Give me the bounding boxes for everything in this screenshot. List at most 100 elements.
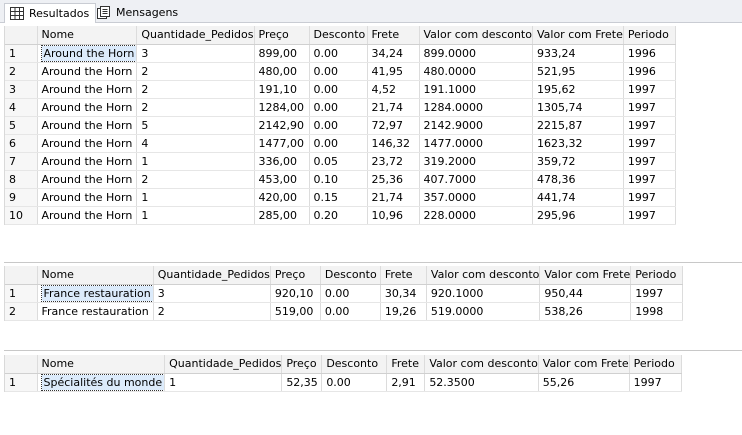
grid-cell[interactable]: 453,00 [254,170,310,189]
tab-mensagens[interactable]: Mensagens [92,3,184,22]
grid-cell[interactable]: 1997 [629,373,682,392]
grid-cell[interactable]: 519,00 [270,302,321,321]
grid-cell[interactable]: 2142,90 [254,116,310,135]
row-number-cell[interactable]: 6 [5,134,38,153]
grid-cell[interactable]: 19,26 [380,302,427,321]
grid-cell[interactable]: 1305,74 [532,98,624,117]
table-row[interactable]: 10 Around the Horn 1 285,00 0.20 10,96 228.000… [5,206,676,225]
grid-cell[interactable]: 0.00 [309,44,368,63]
column-header[interactable]: Periodo [630,266,684,285]
grid-cell[interactable]: 55,26 [538,373,630,392]
row-number-cell[interactable]: 1 [5,284,38,303]
grid-cell[interactable]: 933,24 [532,44,624,63]
grid-cell[interactable]: 30,34 [380,284,427,303]
column-header[interactable]: Nome [37,266,154,285]
row-number-header[interactable] [5,355,38,374]
grid-cell[interactable]: 0.20 [309,206,368,225]
column-header[interactable]: Quantidade_Pedidos [153,266,271,285]
grid-cell[interactable]: 1 [164,373,283,392]
column-header[interactable]: Frete [386,355,426,374]
column-header[interactable]: Valor com Frete [532,26,624,45]
table-row[interactable]: 5 Around the Horn 5 2142,90 0.00 72,97 2142.90… [5,116,676,135]
grid-cell[interactable]: 1997 [623,80,676,99]
grid-cell[interactable]: 0.00 [320,302,381,321]
grid-cell[interactable]: 1 [136,188,255,207]
grid-cell[interactable]: 2215,87 [532,116,624,135]
grid-cell[interactable]: 41,95 [367,62,420,81]
grid-cell[interactable]: 2 [153,302,271,321]
grid-cell[interactable]: 228.0000 [419,206,533,225]
grid-cell[interactable]: 3 [136,44,255,63]
table-row[interactable]: 9 Around the Horn 1 420,00 0.15 21,74 357.0000… [5,188,676,207]
grid-cell[interactable]: 295,96 [532,206,624,225]
grid-cell[interactable]: 1997 [630,284,684,303]
column-header[interactable]: Desconto [309,26,368,45]
grid-cell[interactable]: 195,62 [532,80,624,99]
grid-cell[interactable]: 1 [136,206,255,225]
grid-cell[interactable]: 0.00 [320,284,381,303]
grid-cell[interactable]: 1477.0000 [419,134,533,153]
grid-cell[interactable]: 1997 [623,134,676,153]
grid-cell[interactable]: 0.00 [309,62,368,81]
column-header[interactable]: Quantidade_Pedidos [164,355,283,374]
grid-cell[interactable]: France restauration [37,302,154,321]
grid-cell[interactable]: 0.00 [309,80,368,99]
grid-cell[interactable]: 5 [136,116,255,135]
selected-cell[interactable]: France restauration [37,284,154,303]
grid-cell[interactable]: 0.00 [321,373,388,392]
grid-cell[interactable]: 191,10 [254,80,310,99]
column-header[interactable]: Valor com desconto [426,266,541,285]
grid-cell[interactable]: 146,32 [367,134,420,153]
table-row[interactable]: 6 Around the Horn 4 1477,00 0.00 146,32 1477.0… [5,134,676,153]
grid-cell[interactable]: 1997 [623,170,676,189]
grid-cell[interactable]: 1477,00 [254,134,310,153]
grid-cell[interactable]: 1997 [623,152,676,171]
row-number-cell[interactable]: 4 [5,98,38,117]
column-header[interactable]: Periodo [623,26,676,45]
column-header[interactable]: Frete [380,266,427,285]
grid-cell[interactable]: 1996 [623,62,676,81]
column-header[interactable]: Valor com Frete [538,355,630,374]
row-number-cell[interactable]: 2 [5,302,38,321]
column-header[interactable]: Nome [37,355,166,374]
column-header[interactable]: Periodo [629,355,682,374]
grid-cell[interactable]: 0.00 [309,98,368,117]
column-header[interactable]: Valor com Frete [539,266,632,285]
column-header[interactable]: Nome [37,26,138,45]
table-row[interactable]: 2 Around the Horn 2 480,00 0.00 41,95 480.0000… [5,62,676,81]
grid-cell[interactable]: 0.10 [309,170,368,189]
grid-cell[interactable]: 319.2000 [419,152,533,171]
grid-cell[interactable]: Around the Horn [37,98,138,117]
column-header[interactable]: Preço [270,266,321,285]
grid-cell[interactable]: 2142.9000 [419,116,533,135]
grid-cell[interactable]: 1284,00 [254,98,310,117]
grid-cell[interactable]: 21,74 [367,188,420,207]
grid-cell[interactable]: 899,00 [254,44,310,63]
row-number-cell[interactable]: 5 [5,116,38,135]
selected-cell[interactable]: Around the Horn [37,44,138,63]
grid-cell[interactable]: 0.00 [309,116,368,135]
grid-cell[interactable]: 1997 [623,188,676,207]
grid-cell[interactable]: 52,35 [281,373,323,392]
grid-cell[interactable]: Around the Horn [37,80,138,99]
grid-cell[interactable]: 2 [136,62,255,81]
grid-cell[interactable]: 407.7000 [419,170,533,189]
result-grid-1[interactable]: Nome Quantidade_Pedidos Preço Desconto Frete… [4,26,676,225]
result-grid-2[interactable]: Nome Quantidade_Pedidos Preço Desconto Frete… [4,266,684,321]
grid-cell[interactable]: 519.0000 [426,302,541,321]
grid-cell[interactable]: 72,97 [367,116,420,135]
grid-cell[interactable]: 1998 [630,302,684,321]
grid-cell[interactable]: 1284.0000 [419,98,533,117]
grid-cell[interactable]: 950,44 [539,284,632,303]
row-number-cell[interactable]: 1 [5,373,38,392]
grid-cell[interactable]: 359,72 [532,152,624,171]
grid-cell[interactable]: 0.15 [309,188,368,207]
grid-cell[interactable]: Around the Horn [37,152,138,171]
grid-cell[interactable]: 357.0000 [419,188,533,207]
grid-cell[interactable]: 0.05 [309,152,368,171]
grid-cell[interactable]: 3 [153,284,271,303]
table-row[interactable]: 7 Around the Horn 1 336,00 0.05 23,72 319.2000… [5,152,676,171]
grid-cell[interactable]: 23,72 [367,152,420,171]
grid-cell[interactable]: 538,26 [539,302,632,321]
grid-cell[interactable]: 21,74 [367,98,420,117]
